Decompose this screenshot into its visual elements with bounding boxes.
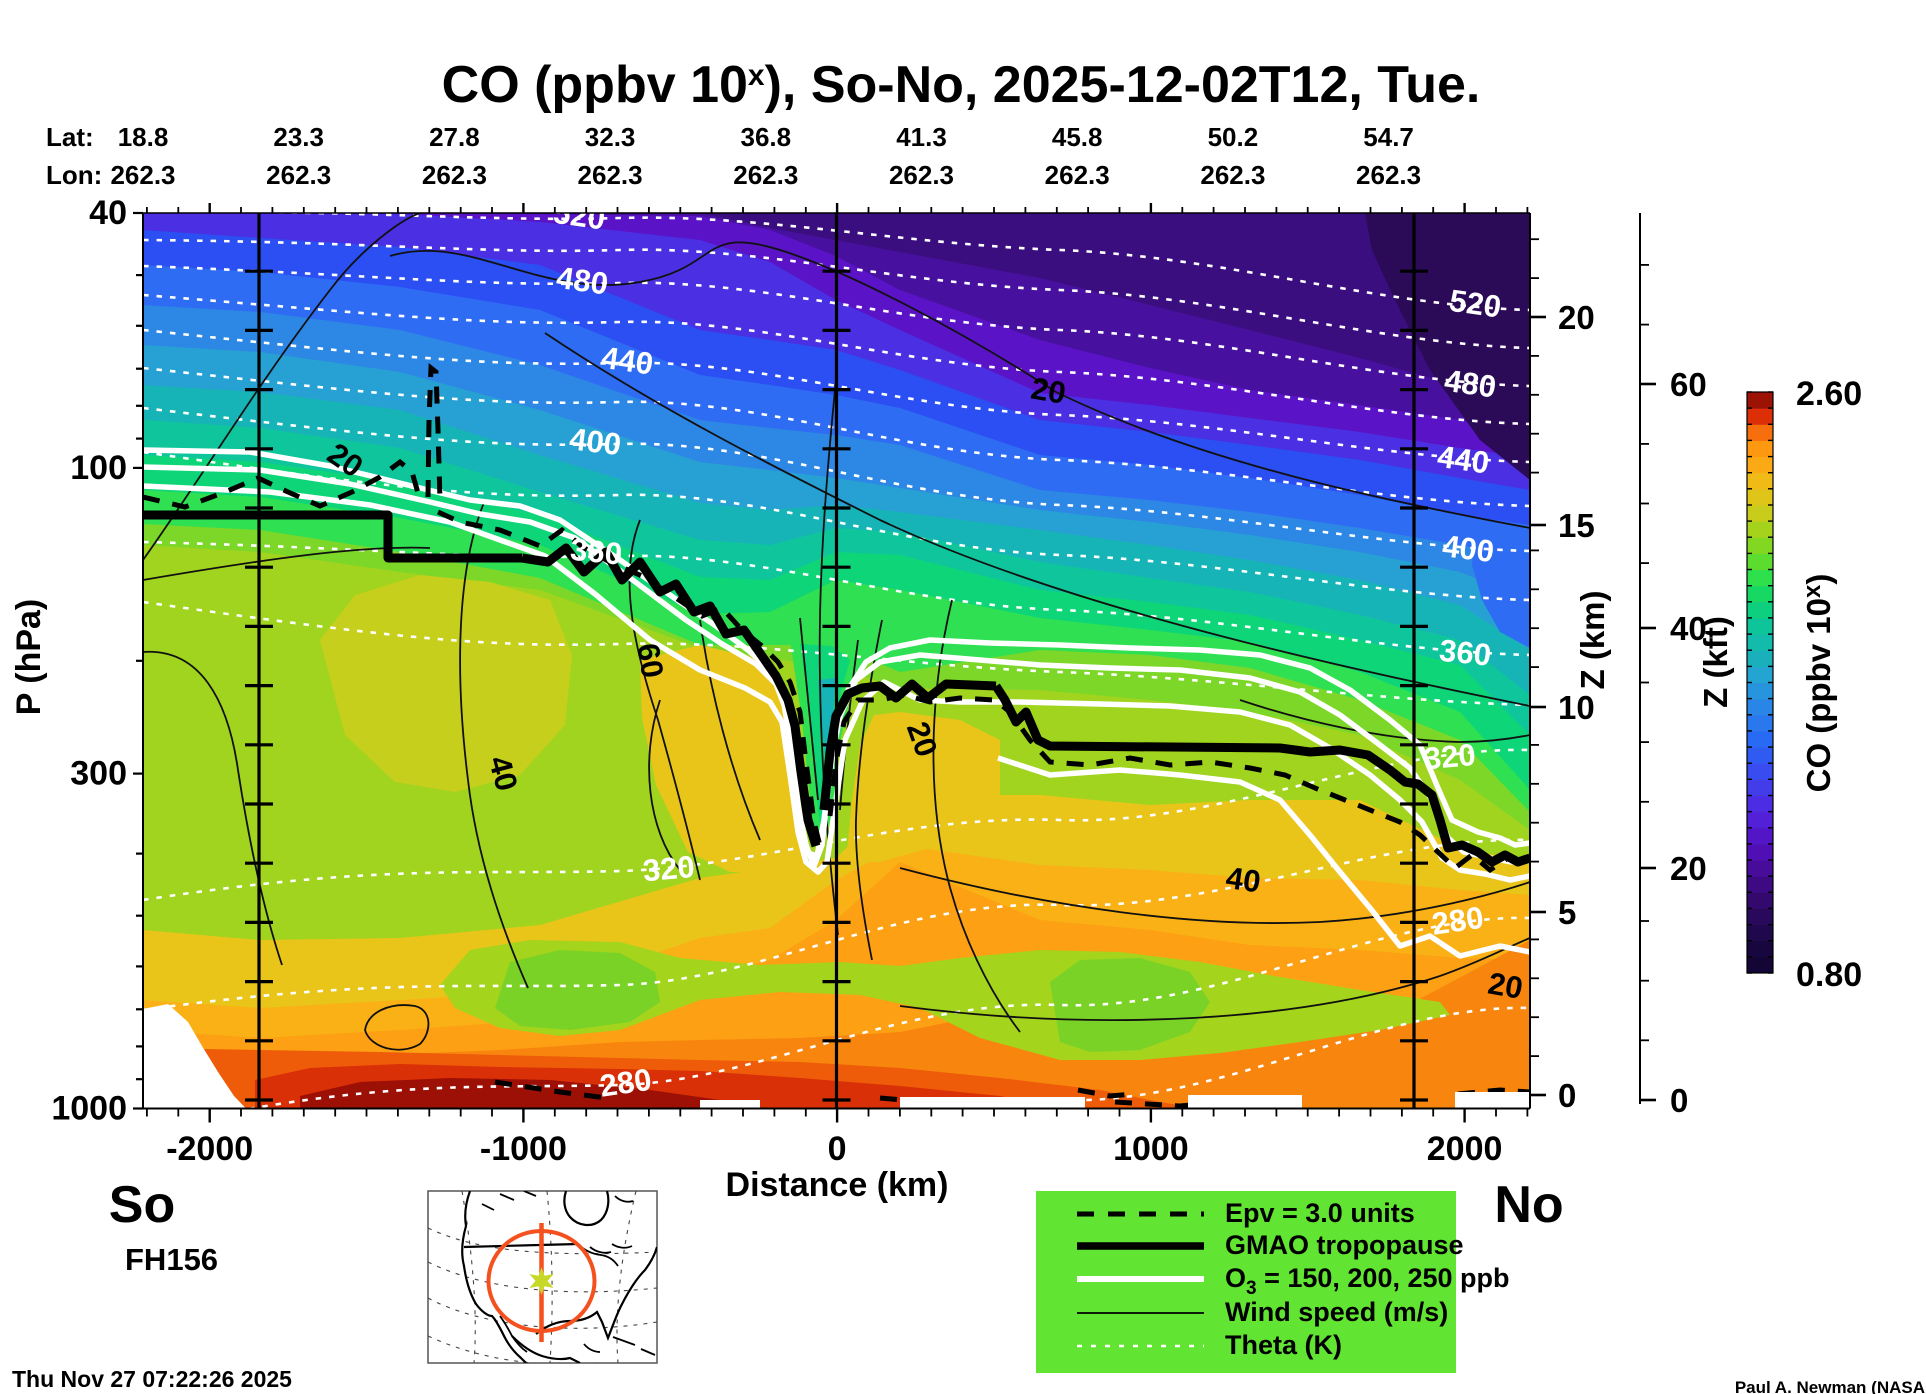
svg-text:0: 0 [828, 1130, 847, 1168]
svg-text:320: 320 [1423, 737, 1478, 776]
svg-text:18.8: 18.8 [118, 122, 169, 152]
svg-text:-2000: -2000 [166, 1130, 253, 1168]
svg-text:54.7: 54.7 [1363, 122, 1414, 152]
svg-text:1000: 1000 [51, 1090, 127, 1128]
svg-text:60: 60 [1670, 366, 1707, 403]
svg-text:320: 320 [642, 849, 697, 888]
svg-text:20: 20 [1485, 965, 1525, 1005]
svg-text:262.3: 262.3 [578, 160, 643, 190]
svg-text:Theta (K): Theta (K) [1225, 1330, 1342, 1360]
svg-text:480: 480 [1442, 363, 1498, 405]
svg-text:36.8: 36.8 [740, 122, 791, 152]
svg-text:Z (kft): Z (kft) [1697, 616, 1734, 708]
svg-text:280: 280 [598, 1062, 654, 1104]
svg-text:262.3: 262.3 [1356, 160, 1421, 190]
svg-text:10: 10 [1558, 689, 1595, 726]
svg-text:20: 20 [1558, 299, 1595, 336]
svg-text:440: 440 [1435, 439, 1491, 481]
svg-text:100: 100 [70, 449, 127, 487]
svg-text:23.3: 23.3 [273, 122, 324, 152]
svg-text:2000: 2000 [1427, 1130, 1503, 1168]
svg-text:360: 360 [1438, 633, 1493, 673]
svg-text:Lon:: Lon: [46, 160, 102, 190]
svg-text:-1000: -1000 [480, 1130, 567, 1168]
svg-text:280: 280 [1430, 900, 1486, 942]
svg-text:No: No [1494, 1176, 1563, 1234]
svg-text:400: 400 [1440, 528, 1496, 569]
svg-text:32.3: 32.3 [585, 122, 636, 152]
svg-text:60: 60 [630, 641, 670, 681]
svg-text:262.3: 262.3 [266, 160, 331, 190]
svg-text:520: 520 [1447, 283, 1503, 325]
svg-text:41.3: 41.3 [896, 122, 947, 152]
svg-text:So: So [109, 1176, 175, 1234]
svg-text:262.3: 262.3 [422, 160, 487, 190]
svg-text:15: 15 [1558, 507, 1595, 544]
svg-text:262.3: 262.3 [889, 160, 954, 190]
svg-text:40: 40 [1670, 610, 1707, 647]
svg-text:27.8: 27.8 [429, 122, 480, 152]
svg-text:FH156: FH156 [125, 1242, 218, 1277]
svg-text:300: 300 [70, 755, 127, 793]
svg-text:262.3: 262.3 [733, 160, 798, 190]
svg-text:0: 0 [1670, 1082, 1688, 1119]
svg-text:50.2: 50.2 [1208, 122, 1259, 152]
svg-text:262.3: 262.3 [1045, 160, 1110, 190]
svg-text:40: 40 [89, 194, 127, 232]
svg-text:0: 0 [1558, 1077, 1576, 1114]
svg-text:CO (ppbv 10x), So-No, 2025-12-: CO (ppbv 10x), So-No, 2025-12-02T12, Tue… [442, 56, 1481, 114]
svg-text:Lat:: Lat: [46, 122, 94, 152]
svg-text:480: 480 [554, 260, 610, 302]
svg-text:GMAO tropopause: GMAO tropopause [1225, 1230, 1464, 1260]
svg-text:40: 40 [1224, 860, 1263, 899]
svg-text:45.8: 45.8 [1052, 122, 1103, 152]
svg-text:P (hPa): P (hPa) [10, 599, 48, 716]
svg-text:2.60: 2.60 [1796, 375, 1862, 413]
svg-text:360: 360 [569, 532, 624, 572]
svg-text:440: 440 [599, 340, 655, 382]
svg-text:0.80: 0.80 [1796, 956, 1862, 994]
svg-text:262.3: 262.3 [110, 160, 175, 190]
svg-text:400: 400 [567, 421, 623, 462]
svg-text:20: 20 [1028, 370, 1068, 410]
svg-text:5: 5 [1558, 894, 1576, 931]
svg-text:262.3: 262.3 [1200, 160, 1265, 190]
svg-text:CO (ppbv 10x): CO (ppbv 10x) [1799, 574, 1837, 793]
svg-text:Wind speed (m/s): Wind speed (m/s) [1225, 1297, 1448, 1327]
svg-text:520: 520 [551, 195, 607, 237]
svg-text:Z (km): Z (km) [1574, 591, 1611, 690]
svg-text:Distance (km): Distance (km) [726, 1166, 949, 1204]
svg-text:20: 20 [1670, 850, 1707, 887]
svg-text:Thu Nov 27 07:22:26 2025: Thu Nov 27 07:22:26 2025 [12, 1366, 292, 1392]
svg-text:Epv = 3.0 units: Epv = 3.0 units [1225, 1198, 1415, 1228]
svg-text:1000: 1000 [1113, 1130, 1189, 1168]
svg-text:Paul A. Newman (NASA: Paul A. Newman (NASA [1735, 1378, 1925, 1394]
